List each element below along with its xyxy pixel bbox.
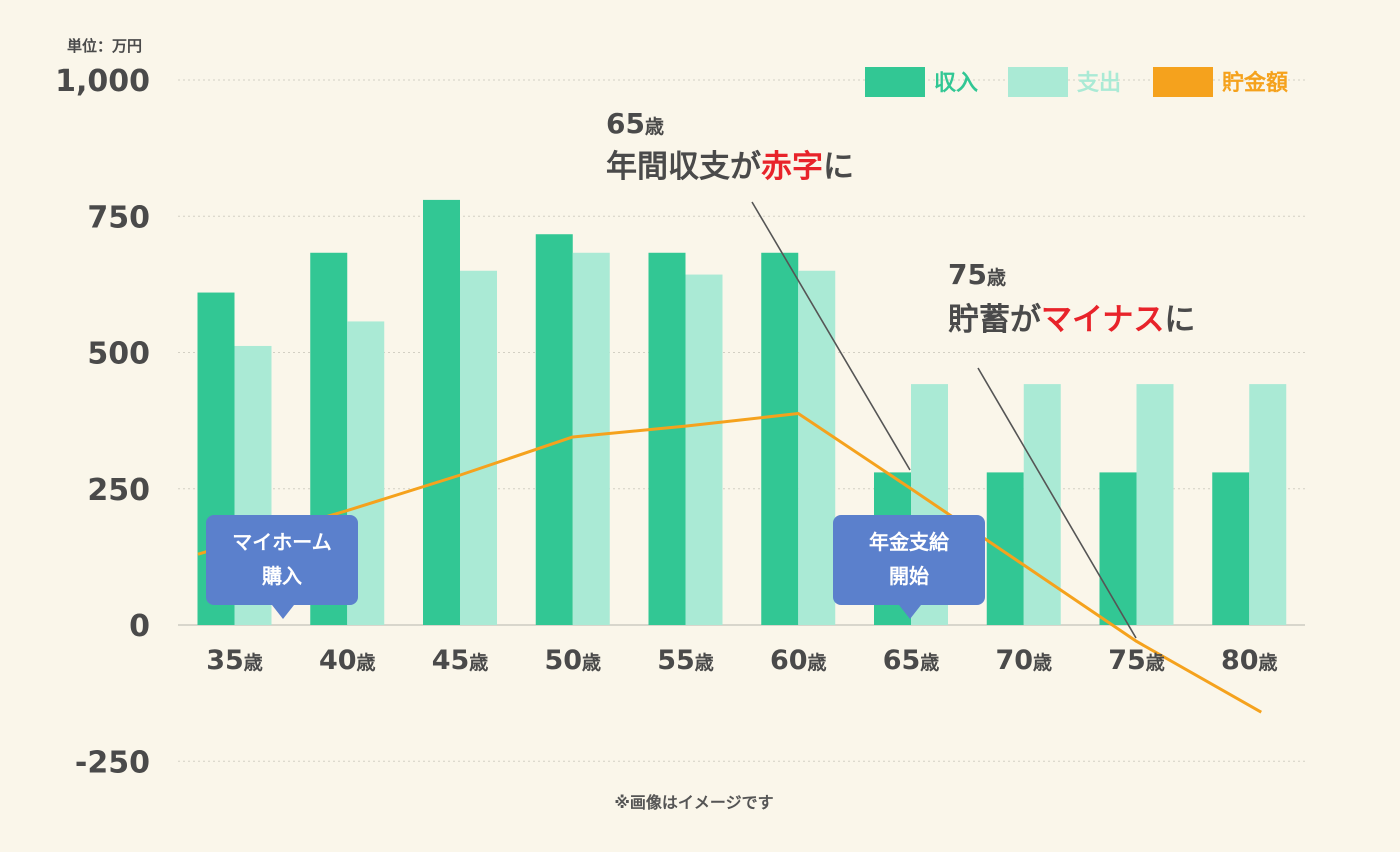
expense-bar: [685, 274, 723, 625]
income-bar: [1099, 472, 1137, 625]
annotation-text: 年間収支が赤字に: [606, 149, 854, 185]
income-bar: [1212, 472, 1250, 625]
x-tick-label: 35歳: [206, 645, 263, 676]
x-tick-label: 80歳: [1221, 645, 1278, 676]
y-tick-label: 250: [87, 473, 150, 508]
expense-bar: [1136, 384, 1174, 625]
legend-swatch: [865, 67, 925, 97]
x-axis-tick-labels: 35歳 40歳 45歳 50歳 55歳 60歳 65歳 70歳 75歳 80歳: [206, 645, 1277, 676]
bars: [197, 199, 1287, 626]
expense-bar: [572, 252, 610, 625]
callout-home-purchase: マイホーム 購入: [206, 515, 358, 619]
annotation-age: 65歳: [606, 107, 664, 140]
callout-pension-start: 年金支給 開始: [833, 515, 985, 619]
x-tick-label: 50歳: [544, 645, 601, 676]
callout-home-line1: マイホーム: [232, 530, 332, 554]
callout-pension-line2: 開始: [889, 564, 929, 588]
expense-bar: [1249, 384, 1287, 625]
income-bar: [423, 199, 460, 625]
annotation-leader-lines: [751, 201, 1137, 639]
unit-label: 単位：万円: [67, 37, 142, 55]
savings-line-path: [197, 412, 1262, 714]
annotation-75-leader: [977, 367, 1137, 639]
savings-line: [197, 412, 1262, 714]
expense-bar: [798, 270, 836, 625]
y-axis-tick-labels: 1,000 750 500 250 0 -250: [55, 64, 150, 780]
expense-bar: [460, 270, 497, 625]
legend-label: 支出: [1077, 71, 1121, 96]
x-tick-label: 40歳: [319, 645, 376, 676]
legend-label: 収入: [934, 71, 978, 96]
x-tick-label: 60歳: [770, 645, 827, 676]
x-tick-label: 75歳: [1108, 645, 1165, 676]
annotation-text: 貯蓄がマイナスに: [948, 302, 1195, 338]
y-tick-label: 0: [129, 609, 150, 644]
callout-pension-line1: 年金支給: [869, 530, 949, 554]
income-bar: [761, 252, 799, 625]
y-tick-label: 750: [87, 200, 150, 235]
income-bar: [986, 472, 1024, 625]
legend: 収入 支出 貯金額: [865, 67, 1288, 97]
y-tick-label: 1,000: [55, 64, 150, 99]
y-tick-label: 500: [87, 337, 150, 372]
legend-label: 貯金額: [1222, 70, 1288, 96]
x-tick-label: 70歳: [995, 645, 1052, 676]
y-tick-label: -250: [75, 745, 150, 780]
x-tick-label: 65歳: [883, 645, 940, 676]
x-tick-label: 45歳: [432, 645, 489, 676]
x-tick-label: 55歳: [657, 645, 714, 676]
expense-bar: [1023, 384, 1061, 625]
income-bar: [535, 234, 573, 626]
callout-home-line2: 購入: [262, 564, 302, 588]
legend-swatch: [1008, 67, 1068, 97]
legend-swatch: [1153, 67, 1213, 97]
income-bar: [648, 252, 686, 625]
footnote: ※画像はイメージです: [614, 793, 773, 812]
annotation-age: 75歳: [948, 258, 1006, 291]
annotation-65-leader: [751, 201, 911, 471]
